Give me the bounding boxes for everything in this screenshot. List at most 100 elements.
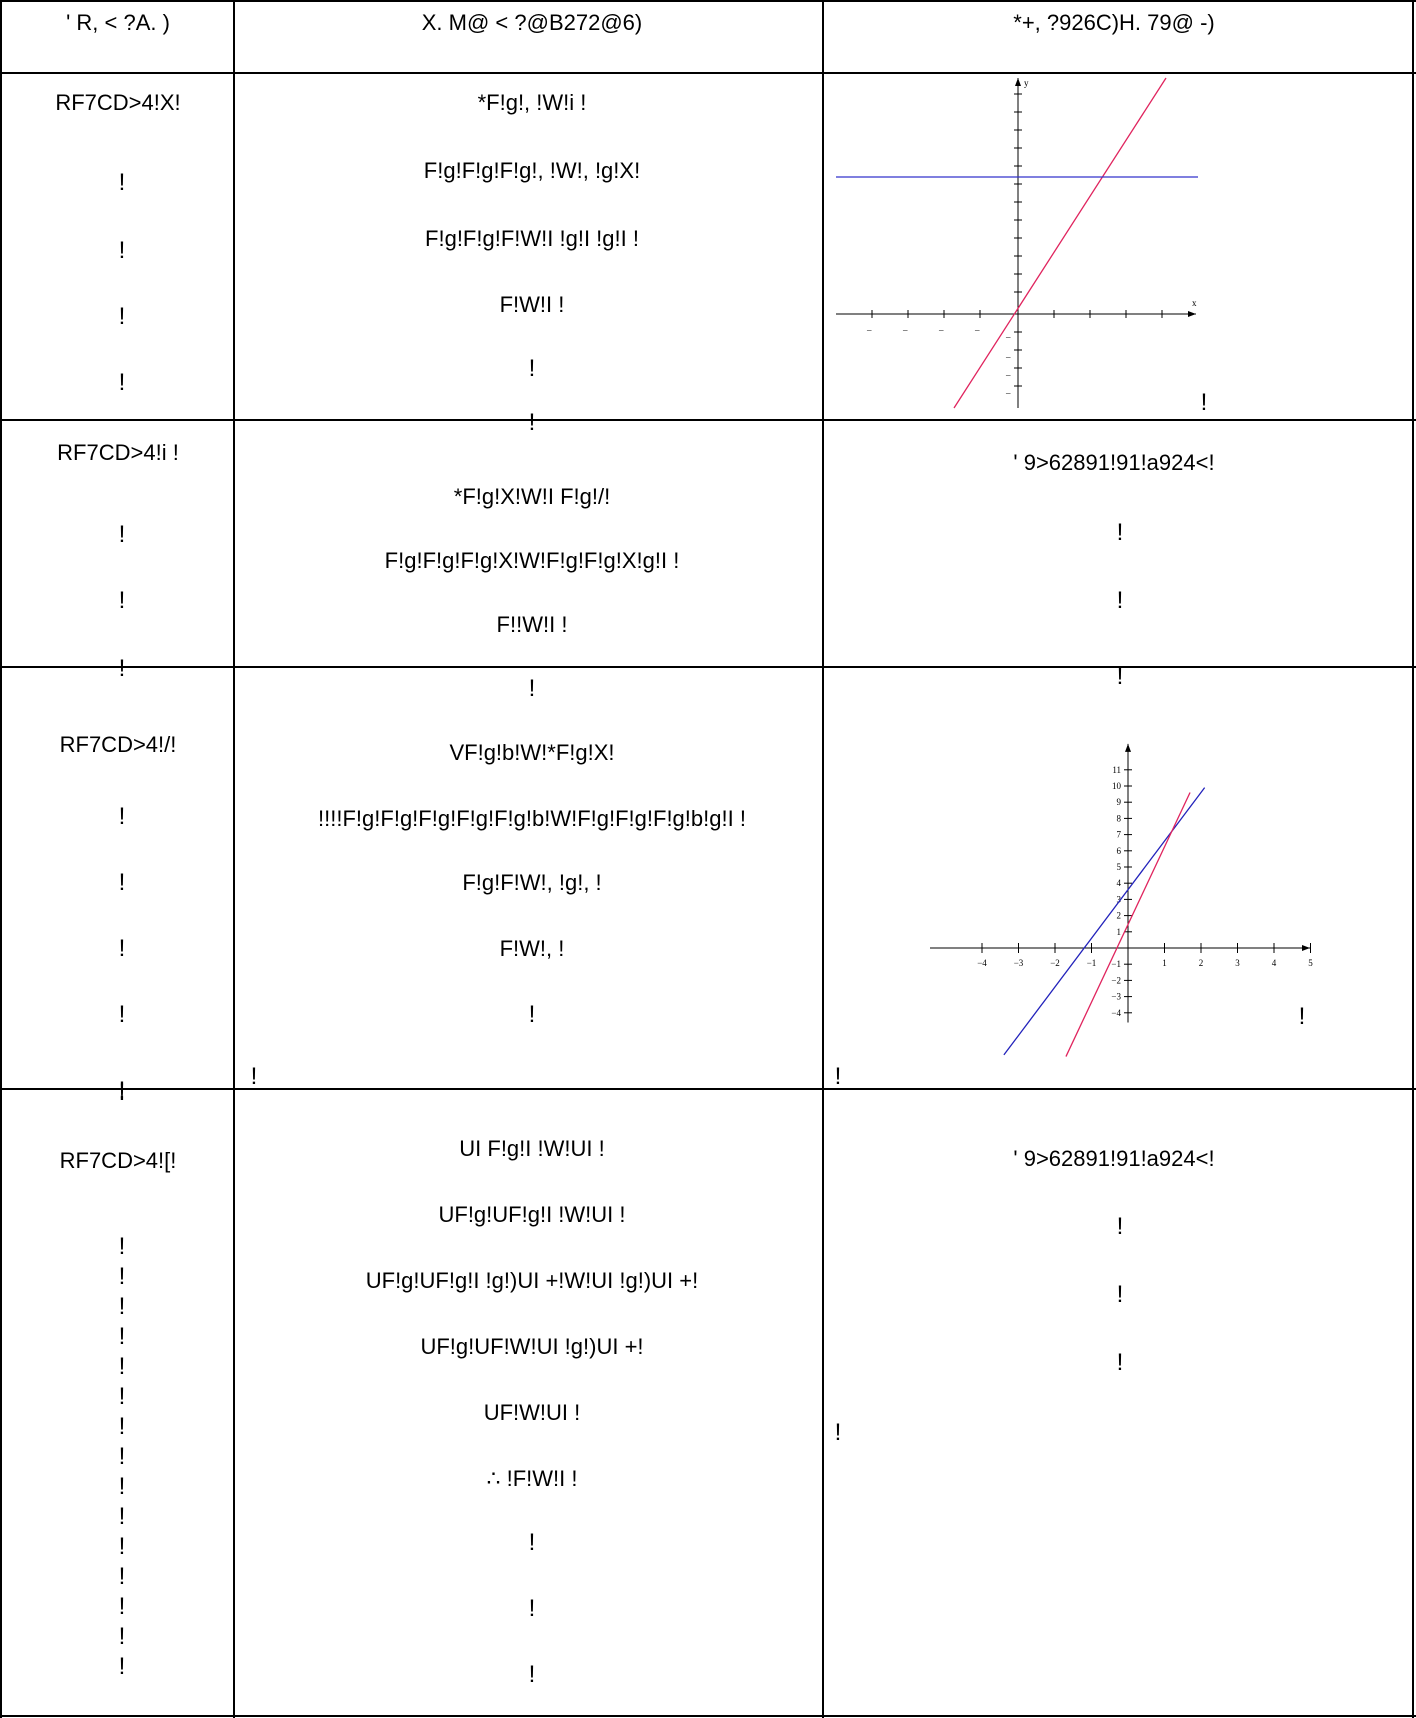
chart-1-x-arrow xyxy=(1188,311,1196,317)
row-4-line-2: UF!g!UF!g!I !W!UI ! xyxy=(438,1202,626,1227)
chart-1-y-ticks xyxy=(1014,93,1022,387)
chart-2-y-tick-label: 8 xyxy=(1117,813,1122,823)
row-1-line-marker: ! xyxy=(528,355,536,382)
row-4-label: RF7CD>4![! xyxy=(59,1148,177,1173)
row-1-line-marker-2: ! xyxy=(528,409,536,436)
svg-text:–: – xyxy=(1005,388,1011,398)
chart-2-y-tick-label: 1 xyxy=(1117,927,1122,937)
row-4-marker-15: ! xyxy=(118,1653,126,1680)
row-4-right-marker-2: ! xyxy=(1116,1281,1124,1308)
row-3-marker-bottom: ! xyxy=(118,1077,126,1104)
row-4-line-4: UF!g!UF!W!UI !g!)UI +! xyxy=(420,1334,644,1359)
row-2-right-marker-1: ! xyxy=(1116,519,1124,546)
row-1-label: RF7CD>4!X! xyxy=(55,90,181,115)
chart-2-y-tick-label: 2 xyxy=(1117,911,1122,921)
table-border-top xyxy=(0,0,1416,2)
column-divider-2 xyxy=(822,0,824,1718)
row-3-line-1: VF!g!b!W!*F!g!X! xyxy=(449,740,615,765)
row-4-right-text: ' 9>62891!91!a924<! xyxy=(1013,1146,1215,1171)
table-border-bottom xyxy=(0,1715,1416,1717)
chart-2-series-line xyxy=(1003,787,1206,1056)
chart-2-x-tick-label: 3 xyxy=(1235,958,1240,968)
row-4-marker-11: ! xyxy=(118,1533,126,1560)
row-2-line-2: F!g!F!g!F!g!X!W!F!g!F!g!X!g!I ! xyxy=(384,548,680,573)
svg-text:–: – xyxy=(974,325,980,335)
row-4-line-marker-3: ! xyxy=(528,1661,536,1688)
svg-text:–: – xyxy=(938,325,944,335)
svg-text:–: – xyxy=(902,325,908,335)
row-3-line-2: !!!!F!g!F!g!F!g!F!g!F!g!b!W!F!g!F!g!F!g!… xyxy=(318,806,746,831)
svg-text:–: – xyxy=(1005,332,1011,342)
row-3-right-marker-top: ! xyxy=(1116,663,1124,690)
row-2-marker-1: ! xyxy=(118,521,126,548)
row-3-label: RF7CD>4!/! xyxy=(59,732,177,757)
svg-text:–: – xyxy=(1005,370,1011,380)
row-4-marker-13: ! xyxy=(118,1593,126,1620)
row-1-marker-3: ! xyxy=(118,303,126,330)
chart-1-y-arrow xyxy=(1015,78,1021,86)
row-4-marker-8: ! xyxy=(118,1443,126,1470)
row-4-marker-4: ! xyxy=(118,1323,126,1350)
row-3-corner-marker-left: ! xyxy=(250,1063,258,1090)
row-4-line-5: UF!W!UI ! xyxy=(483,1400,581,1425)
row-divider-2 xyxy=(0,666,1416,668)
row-4-marker-10: ! xyxy=(118,1503,126,1530)
chart-2-x-tick-label: 5 xyxy=(1308,958,1313,968)
row-1-line-2: F!g!F!g!F!g!, !W!, !g!X! xyxy=(423,158,641,183)
row-4-marker-2: ! xyxy=(118,1263,126,1290)
chart-2-x-tick-label: 1 xyxy=(1162,958,1167,968)
chart-2-y-tick-label: 4 xyxy=(1117,878,1122,888)
table-border-left xyxy=(0,0,2,1718)
row-2-marker-2: ! xyxy=(118,587,126,614)
row-4-marker-1: ! xyxy=(118,1233,126,1260)
row-4-marker-14: ! xyxy=(118,1623,126,1650)
chart-2-y-tick-label: 10 xyxy=(1112,781,1122,791)
chart-1-tick-labels: – – – – – – – – xyxy=(866,325,1011,398)
row-4-marker-12: ! xyxy=(118,1563,126,1590)
row-4-right-marker-4: ! xyxy=(834,1419,842,1446)
row-4-marker-top: ! xyxy=(118,1079,126,1106)
chart-1: x y – – – – – – – – xyxy=(836,77,1198,409)
row-divider-3 xyxy=(0,1088,1416,1090)
row-divider-1 xyxy=(0,419,1416,421)
svg-text:–: – xyxy=(866,325,872,335)
row-4-line-marker-2: ! xyxy=(528,1595,536,1622)
chart-2-y-tick-label: 11 xyxy=(1112,765,1121,775)
chart-2-x-arrow xyxy=(1302,945,1310,951)
chart-2-x-tick-label: −3 xyxy=(1014,958,1024,968)
chart-2-y-tick-label: 6 xyxy=(1117,846,1122,856)
row-4-line-3: UF!g!UF!g!I !g!)UI +!W!UI !g!)UI +! xyxy=(365,1268,699,1293)
row-2-line-1: *F!g!X!W!I F!g!/! xyxy=(453,484,611,509)
row-2-label: RF7CD>4!i ! xyxy=(57,440,179,465)
row-3-corner-marker-right: ! xyxy=(834,1063,842,1090)
chart-1-x-ticks xyxy=(871,310,1163,318)
row-2-right-marker-2: ! xyxy=(1116,587,1124,614)
row-3-line-marker-top: ! xyxy=(528,675,536,702)
row-3-marker-top: ! xyxy=(118,655,126,682)
header-col-3: *+, ?926C)H. 79@ -) xyxy=(1013,10,1215,35)
chart-1-xlabel: x xyxy=(1192,298,1197,308)
row-4-marker-7: ! xyxy=(118,1413,126,1440)
chart-2: −4 −3 −2 −1 1 2 3 4 5 11 10 9 8 7 6 5 4 3 2 1 −1 −2 −3 −4 xyxy=(930,743,1313,1057)
row-4-marker-5: ! xyxy=(118,1353,126,1380)
row-2-right-text: ' 9>62891!91!a924<! xyxy=(1013,450,1215,475)
chart-2-y-tick-label: −1 xyxy=(1111,959,1121,969)
chart-2-series-line xyxy=(1065,792,1191,1057)
chart-2-x-tick-label: 2 xyxy=(1199,958,1204,968)
chart-2-y-arrow xyxy=(1125,743,1131,752)
row-4-marker-3: ! xyxy=(118,1293,126,1320)
chart-2-x-tick-label: −2 xyxy=(1050,958,1060,968)
row-1-line-4: F!W!I ! xyxy=(499,292,565,317)
chart-2-y-tick-label: 3 xyxy=(1117,894,1122,904)
row-4-line-1: UI F!g!I !W!UI ! xyxy=(459,1136,605,1161)
row-3-marker-2: ! xyxy=(118,869,126,896)
row-4-marker-6: ! xyxy=(118,1383,126,1410)
row-1-line-1: *F!g!, !W!i ! xyxy=(477,90,587,115)
row-1-marker-2: ! xyxy=(118,237,126,264)
chart-2-y-tick-label: −4 xyxy=(1111,1008,1121,1018)
svg-text:–: – xyxy=(1005,352,1011,362)
row-3-marker-3: ! xyxy=(118,935,126,962)
row-3-line-marker-bottom: ! xyxy=(528,1001,536,1028)
chart-2-y-tick-label: −3 xyxy=(1111,992,1121,1002)
row-1-line-3: F!g!F!g!F!W!I !g!I !g!I ! xyxy=(425,226,639,251)
